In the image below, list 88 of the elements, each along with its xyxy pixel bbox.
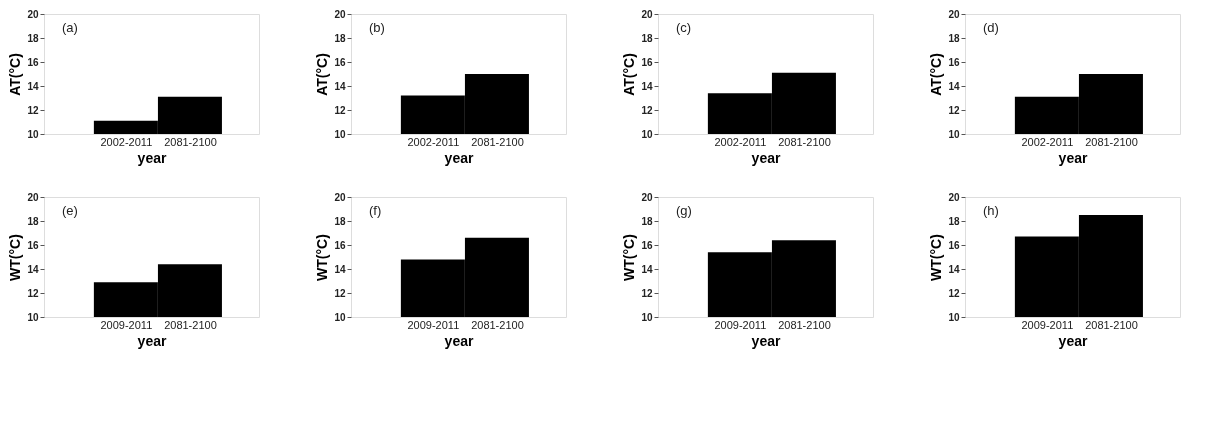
annotation: (e) <box>62 203 78 218</box>
annotation: (h) <box>983 203 999 218</box>
y-tick-label: 16 <box>948 56 960 68</box>
x-tick-label: 2002-2011 <box>1021 135 1074 148</box>
y-tick-label: 14 <box>948 263 960 275</box>
y-tick-label: 20 <box>641 191 653 203</box>
annotation: (g) <box>676 203 692 218</box>
y-tick-label: 20 <box>27 191 39 203</box>
y-tick-label: 18 <box>641 32 653 44</box>
annotation: (d) <box>983 20 999 35</box>
y-tick-label: 18 <box>948 215 960 227</box>
y-axis-title: WT(°C) <box>621 234 638 281</box>
x-tick-label: 2081-2100 <box>164 318 217 331</box>
x-axis-title: year <box>751 149 781 166</box>
y-tick-label: 14 <box>334 263 346 275</box>
x-axis-title: year <box>137 149 167 166</box>
x-axis-title: year <box>444 332 474 349</box>
y-axis-title: AT(°C) <box>928 53 945 96</box>
y-axis-title: AT(°C) <box>314 53 331 96</box>
y-tick-label: 10 <box>27 128 39 140</box>
x-tick-label: 2002-2011 <box>100 135 153 148</box>
y-tick-label: 10 <box>334 128 346 140</box>
x-tick-label: 2081-2100 <box>164 135 217 148</box>
x-tick-label: 2009-2011 <box>407 318 460 331</box>
y-tick-label: 20 <box>334 8 346 20</box>
y-tick-label: 18 <box>948 32 960 44</box>
annotation: (c) <box>676 20 692 35</box>
x-tick-label: 2009-2011 <box>714 318 767 331</box>
x-tick-label: 2002-2011 <box>714 135 767 148</box>
y-tick-label: 12 <box>641 104 653 116</box>
y-tick-label: 20 <box>334 191 346 203</box>
y-tick-label: 16 <box>948 239 960 251</box>
y-tick-label: 18 <box>334 32 346 44</box>
y-axis-title: WT(°C) <box>7 234 24 281</box>
x-axis-title: year <box>1058 332 1088 349</box>
y-tick-label: 20 <box>948 8 960 20</box>
y-tick-label: 14 <box>27 80 39 92</box>
x-axis-title: year <box>1058 149 1088 166</box>
annotation: (b) <box>369 20 385 35</box>
annotation: (f) <box>369 203 382 218</box>
y-tick-label: 14 <box>334 80 346 92</box>
y-tick-label: 20 <box>641 8 653 20</box>
y-tick-label: 14 <box>641 80 653 92</box>
y-tick-label: 12 <box>948 104 960 116</box>
y-tick-label: 12 <box>948 287 960 299</box>
y-tick-label: 16 <box>641 239 653 251</box>
y-tick-label: 10 <box>641 128 653 140</box>
x-tick-label: 2009-2011 <box>100 318 153 331</box>
x-tick-label: 2081-2100 <box>778 135 831 148</box>
x-axis-title: year <box>751 332 781 349</box>
y-tick-label: 10 <box>641 311 653 323</box>
y-tick-label: 12 <box>641 287 653 299</box>
y-tick-label: 18 <box>27 215 39 227</box>
y-tick-label: 12 <box>334 104 346 116</box>
y-tick-label: 16 <box>27 56 39 68</box>
y-tick-label: 10 <box>948 311 960 323</box>
x-tick-label: 2081-2100 <box>471 318 524 331</box>
y-tick-label: 14 <box>27 263 39 275</box>
y-tick-label: 16 <box>641 56 653 68</box>
y-tick-label: 20 <box>27 8 39 20</box>
x-tick-label: 2002-2011 <box>407 135 460 148</box>
y-tick-label: 18 <box>641 215 653 227</box>
y-axis-title: AT(°C) <box>7 53 24 96</box>
x-tick-label: 2081-2100 <box>471 135 524 148</box>
y-tick-label: 12 <box>27 104 39 116</box>
x-axis-title: year <box>444 149 474 166</box>
y-tick-label: 14 <box>641 263 653 275</box>
x-tick-label: 2009-2011 <box>1021 318 1074 331</box>
x-tick-label: 2081-2100 <box>1085 318 1138 331</box>
y-axis-title: WT(°C) <box>928 234 945 281</box>
annotation: (a) <box>62 20 78 35</box>
y-tick-label: 18 <box>334 215 346 227</box>
y-axis-title: WT(°C) <box>314 234 331 281</box>
y-tick-label: 10 <box>334 311 346 323</box>
x-axis-title: year <box>137 332 167 349</box>
x-tick-label: 2081-2100 <box>778 318 831 331</box>
y-tick-label: 16 <box>334 239 346 251</box>
y-tick-label: 16 <box>334 56 346 68</box>
y-axis-title: AT(°C) <box>621 53 638 96</box>
x-tick-label: 2081-2100 <box>1085 135 1138 148</box>
y-tick-label: 16 <box>27 239 39 251</box>
y-tick-label: 18 <box>27 32 39 44</box>
y-tick-label: 14 <box>948 80 960 92</box>
y-tick-label: 10 <box>27 311 39 323</box>
y-tick-label: 10 <box>948 128 960 140</box>
y-tick-label: 12 <box>27 287 39 299</box>
y-tick-label: 20 <box>948 191 960 203</box>
y-tick-label: 12 <box>334 287 346 299</box>
